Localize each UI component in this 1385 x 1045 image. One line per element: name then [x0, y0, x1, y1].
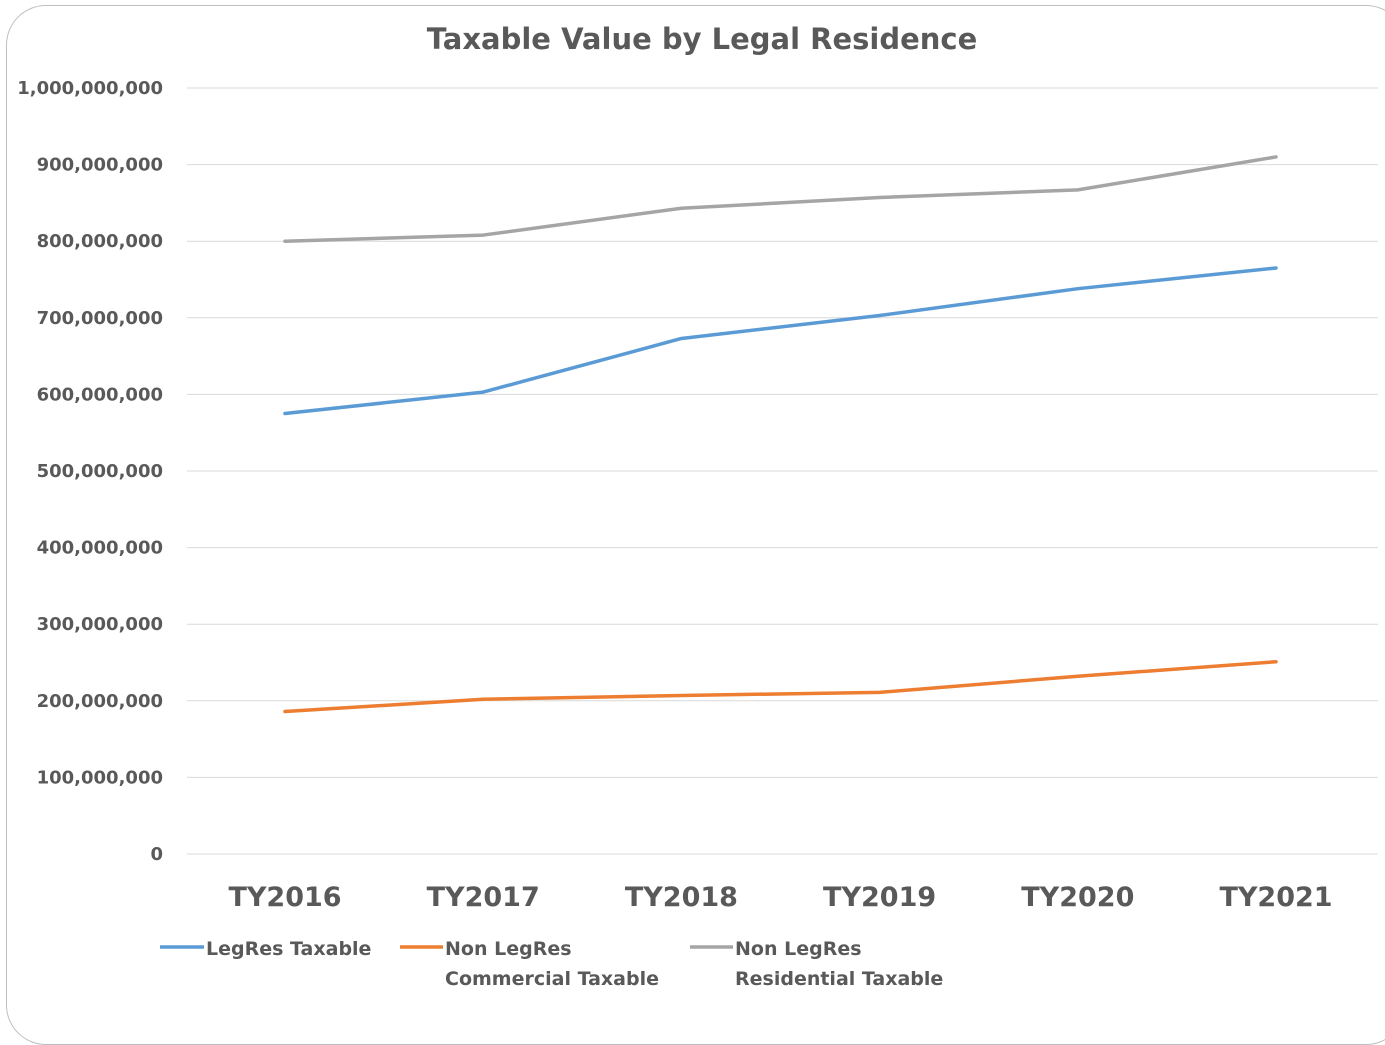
- data-point: [679, 336, 683, 340]
- x-tick-label: TY2017: [427, 882, 540, 913]
- x-tick-label: TY2020: [1021, 882, 1134, 913]
- series-line-1: [283, 266, 1278, 416]
- x-tick-label: TY2021: [1219, 882, 1332, 913]
- data-point: [1076, 674, 1080, 678]
- data-point: [878, 314, 882, 318]
- y-tick-label: 500,000,000: [37, 461, 163, 482]
- data-point: [283, 239, 287, 243]
- data-point: [1274, 660, 1278, 664]
- data-point: [1274, 155, 1278, 159]
- series-line-3: [283, 155, 1278, 243]
- legend-label: Residential Taxable: [735, 968, 943, 990]
- legend-label: LegRes Taxable: [206, 938, 371, 960]
- y-tick-label: 600,000,000: [37, 384, 163, 405]
- x-tick-label: TY2018: [625, 882, 738, 913]
- line-chart: Taxable Value by Legal Residence 0 100,00…: [17, 22, 1378, 990]
- y-tick-label: 100,000,000: [37, 767, 163, 788]
- legend-item: Non LegRes Residential Taxable: [690, 938, 943, 990]
- data-point: [283, 412, 287, 416]
- data-point: [1076, 188, 1080, 192]
- data-point: [283, 710, 287, 714]
- y-tick-label: 800,000,000: [37, 231, 163, 252]
- legend-item: Non LegRes Commercial Taxable: [400, 938, 659, 990]
- data-point: [878, 196, 882, 200]
- y-tick-label: 700,000,000: [37, 308, 163, 329]
- y-tick-label: 1,000,000,000: [17, 78, 163, 99]
- series-line-2: [283, 659, 1278, 714]
- data-point: [481, 390, 485, 394]
- legend-label: Commercial Taxable: [445, 968, 659, 990]
- data-point: [1274, 266, 1278, 270]
- x-tick-label: TY2019: [823, 882, 936, 913]
- data-point: [679, 206, 683, 210]
- y-tick-label: 200,000,000: [37, 691, 163, 712]
- y-axis-tick-labels: 0 100,000,000 200,000,000 300,000,000 400,00…: [17, 78, 163, 865]
- data-point: [1076, 287, 1080, 291]
- data-point: [679, 693, 683, 697]
- series-lines: [283, 155, 1278, 714]
- data-point: [878, 690, 882, 694]
- legend-label: Non LegRes: [735, 938, 862, 960]
- data-point: [481, 697, 485, 701]
- data-point: [481, 233, 485, 237]
- chart-title: Taxable Value by Legal Residence: [427, 22, 978, 56]
- legend-item: LegRes Taxable: [160, 938, 371, 960]
- x-axis-tick-labels: TY2016 TY2017 TY2018 TY2019 TY2020 TY2021: [228, 882, 1332, 913]
- y-tick-label: 300,000,000: [37, 614, 163, 635]
- x-tick-label: TY2016: [228, 882, 341, 913]
- legend-label: Non LegRes: [445, 938, 572, 960]
- gridlines: [187, 87, 1378, 855]
- y-tick-label: 400,000,000: [37, 538, 163, 559]
- legend: LegRes Taxable Non LegRes Commercial Taxab…: [160, 938, 943, 990]
- y-tick-label: 900,000,000: [37, 155, 163, 176]
- y-tick-label: 0: [150, 844, 163, 865]
